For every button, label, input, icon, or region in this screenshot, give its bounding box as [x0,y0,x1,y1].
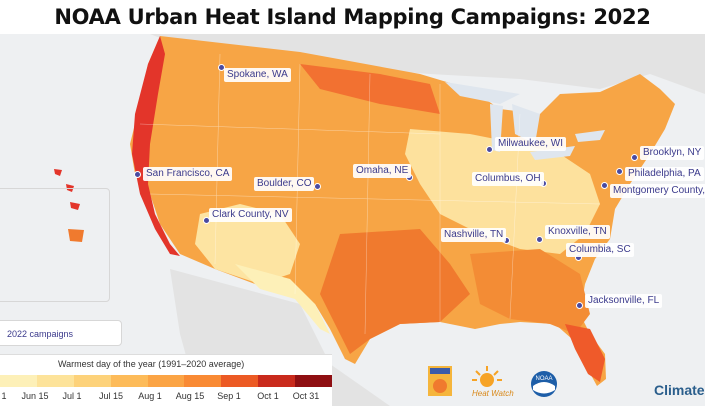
legend-tick: Sep 1 [217,391,241,401]
legend-ticks: 1 Jun 15 Jul 1 Jul 15 Aug 1 Aug 15 Sep 1… [0,391,332,405]
legend-tick: Oct 31 [292,391,320,401]
city-marker[interactable] [486,146,493,153]
legend-swatch [147,375,185,387]
city-label[interactable]: Brooklyn, NY [640,146,705,160]
city-marker[interactable] [576,302,583,309]
hawaii-inset [0,188,110,302]
lake-superior [445,82,520,104]
city-label[interactable]: Columbia, SC [566,243,634,257]
legend-swatch [258,375,296,387]
city-marker[interactable] [218,64,225,71]
legend-tick: 1 [1,391,7,401]
legend-swatch [0,375,37,387]
legend-swatch [184,375,222,387]
heat-map[interactable] [0,34,705,406]
legend-tick: Jun 15 [21,391,49,401]
city-label[interactable]: San Francisco, CA [143,167,233,181]
campaigns-toggle[interactable]: 2022 campaigns [0,320,122,346]
legend-swatch [73,375,111,387]
noaa-logo-text: NOAA [535,376,552,382]
city-label[interactable]: Columbus, OH [472,172,544,186]
legend-swatch [221,375,259,387]
city-marker[interactable] [536,236,543,243]
city-marker[interactable] [631,154,638,161]
legend-tick: Oct 1 [257,391,279,401]
city-label[interactable]: Boulder, CO [254,177,315,191]
city-marker[interactable] [314,183,321,190]
legend-title: Warmest day of the year (1991–2020 avera… [58,359,245,369]
legend-tick: Aug 15 [175,391,205,401]
city-label[interactable]: Clark County, NV [209,208,292,222]
legend-swatch [295,375,333,387]
city-label[interactable]: Jacksonville, FL [585,294,663,308]
city-label[interactable]: Montgomery County, [610,184,705,198]
lake-ontario [575,130,605,142]
legend-swatch [110,375,148,387]
city-label[interactable]: Philadelphia, PA [625,167,704,181]
city-marker[interactable] [601,182,608,189]
nihhis-logo [428,366,452,396]
city-label[interactable]: Omaha, NE [353,164,412,178]
legend-tick: Jul 15 [98,391,124,401]
city-marker[interactable] [616,168,623,175]
climate-gov-logo[interactable]: Climate [654,382,705,398]
heat-watch-logo [472,366,502,387]
map-title: NOAA Urban Heat Island Mapping Campaigns… [54,5,651,63]
city-label[interactable]: Knoxville, TN [545,225,610,239]
city-label[interactable]: Milwaukee, WI [495,137,567,151]
noaa-logo: NOAA [531,371,557,397]
legend-tick: Jul 1 [62,391,82,401]
legend-tick: Aug 1 [138,391,162,401]
city-label[interactable]: Nashville, TN [441,228,507,242]
heat-watch-label: Heat Watch [472,389,514,398]
legend-swatch [36,375,74,387]
legend-colorbar [0,375,333,387]
city-marker[interactable] [134,171,141,178]
legend: Warmest day of the year (1991–2020 avera… [0,354,333,407]
city-label[interactable]: Spokane, WA [224,68,291,82]
